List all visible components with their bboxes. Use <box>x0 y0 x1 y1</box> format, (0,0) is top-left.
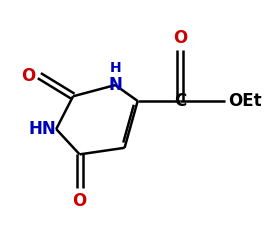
Text: OEt: OEt <box>228 92 262 110</box>
Text: N: N <box>108 76 122 94</box>
Text: O: O <box>73 192 87 210</box>
Text: H: H <box>109 61 121 75</box>
Text: O: O <box>173 29 187 47</box>
Text: O: O <box>21 67 36 85</box>
Text: C: C <box>174 92 186 110</box>
Text: HN: HN <box>28 120 56 138</box>
